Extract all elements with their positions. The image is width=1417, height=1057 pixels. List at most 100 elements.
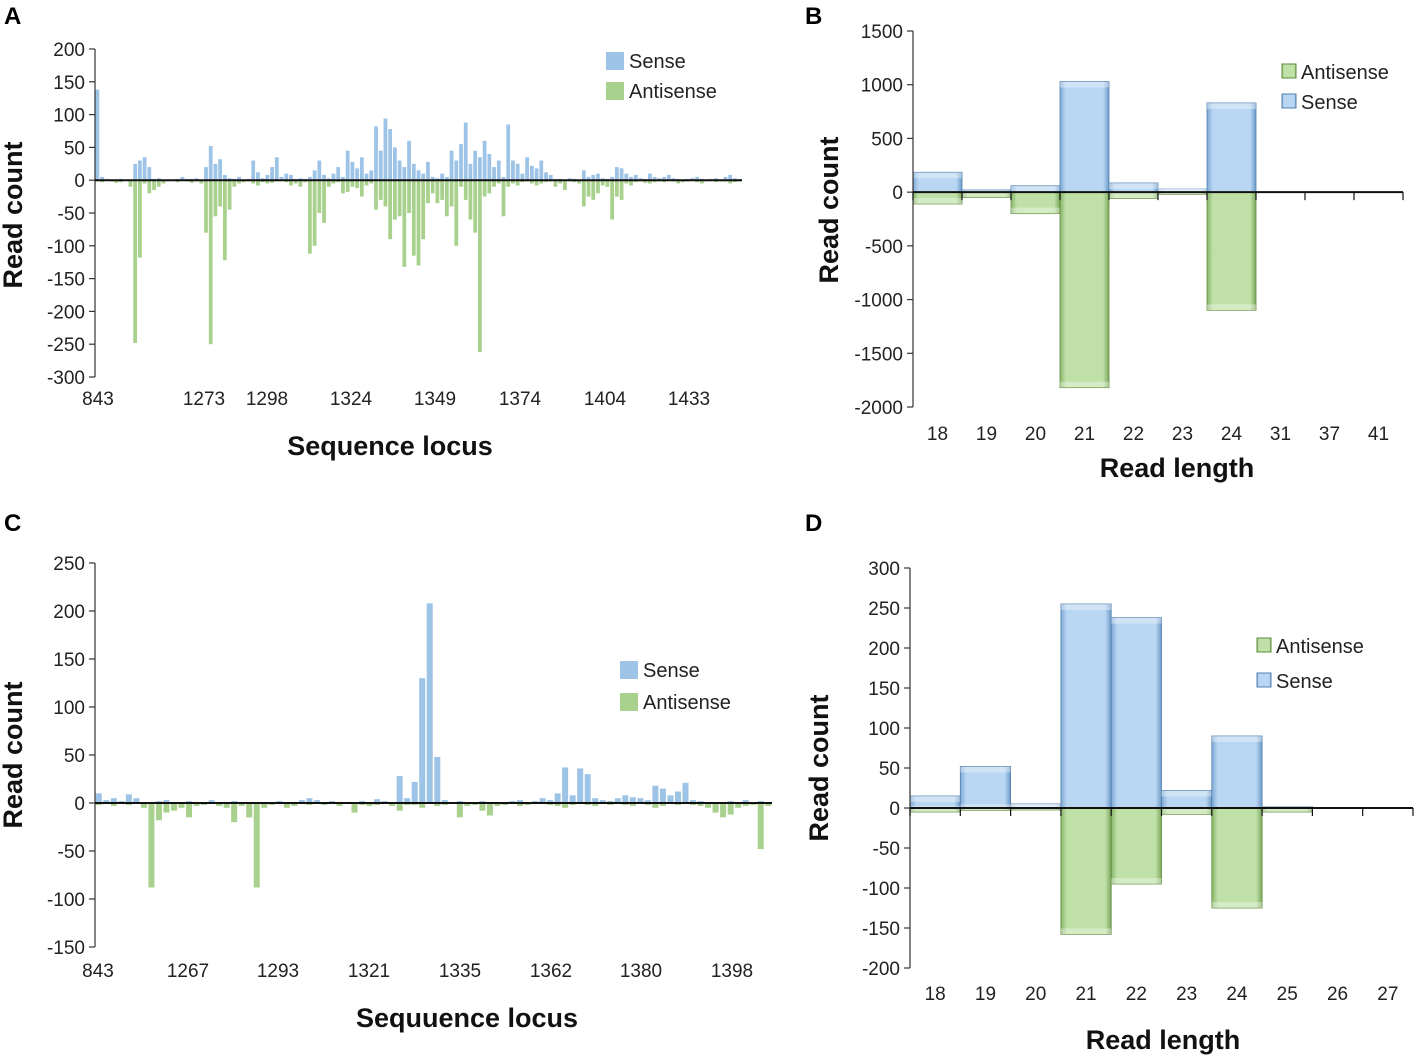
antisense-bar xyxy=(1206,191,1257,311)
y-tick-label: 50 xyxy=(64,746,85,767)
sense-bar xyxy=(690,800,697,803)
sense-bar xyxy=(624,173,629,181)
sense-bar xyxy=(584,774,591,803)
sense-bar xyxy=(125,794,132,803)
antisense-bar xyxy=(473,180,478,233)
antisense-bar-bevel xyxy=(1211,902,1263,908)
antisense-bar xyxy=(676,180,681,184)
sense-bar xyxy=(652,176,657,181)
sense-bar xyxy=(478,157,482,181)
antisense-bar xyxy=(246,803,253,818)
panel-b-legend: Antisense Sense xyxy=(1281,62,1389,114)
sense-bar xyxy=(103,800,110,803)
sense-bar xyxy=(614,167,619,181)
sense-bar xyxy=(544,172,548,181)
antisense-bar xyxy=(464,803,471,806)
antisense-bar xyxy=(506,180,511,187)
sense-bar xyxy=(374,126,378,181)
sense-bar xyxy=(637,798,644,803)
antisense-bar xyxy=(383,180,388,207)
antisense-bar xyxy=(440,180,445,200)
sense-bar xyxy=(359,157,364,181)
panel-c: C 250 200 150 100 50 0 -50 -100 -150 843 1267 1293… xyxy=(0,510,772,1033)
antisense-bar xyxy=(227,180,232,210)
antisense-bar xyxy=(421,180,426,240)
x-tick-label: 1324 xyxy=(330,389,373,410)
sense-bar xyxy=(516,800,524,803)
panel-d-legend: Antisense Sense xyxy=(1256,636,1364,693)
sense-bar xyxy=(322,174,326,181)
y-tick-label: 100 xyxy=(53,106,85,127)
sense-bar xyxy=(289,174,293,181)
antisense-bar xyxy=(322,180,326,223)
sense-bar xyxy=(520,173,525,181)
antisense-bar xyxy=(765,803,772,806)
antisense-bar xyxy=(374,180,378,210)
sense-bar xyxy=(515,163,520,181)
y-tick-label: 200 xyxy=(868,639,900,660)
antisense-bar xyxy=(563,180,567,191)
y-tick-label: 0 xyxy=(892,183,903,204)
sense-bar xyxy=(659,788,666,803)
panel-b-x-title: Read length xyxy=(1100,453,1255,483)
antisense-bar xyxy=(222,180,227,261)
antisense-bar-bevel xyxy=(913,197,962,204)
y-tick-label: -150 xyxy=(47,270,85,291)
x-tick-label: 23 xyxy=(1176,984,1197,1005)
x-tick-label: 18 xyxy=(927,424,948,445)
sense-bar xyxy=(163,800,170,803)
antisense-bar xyxy=(478,180,482,353)
sense-bar xyxy=(100,176,104,181)
y-tick-label: 100 xyxy=(53,698,85,719)
antisense-bar xyxy=(397,180,402,217)
antisense-bar xyxy=(534,180,539,186)
sense-bar xyxy=(416,170,421,181)
sense-bar xyxy=(667,795,674,803)
sense-bar xyxy=(265,174,270,181)
panel-c-legend: Sense Antisense xyxy=(620,660,731,714)
antisense-bar xyxy=(351,803,358,813)
antisense-bar xyxy=(237,180,241,184)
antisense-bar xyxy=(468,180,473,220)
antisense-bar-bevel xyxy=(1011,207,1060,214)
antisense-bar xyxy=(186,803,193,818)
antisense-bar xyxy=(199,180,204,184)
x-tick-label: 24 xyxy=(1226,984,1248,1005)
sense-bar xyxy=(336,167,341,181)
antisense-bar xyxy=(648,180,652,184)
sense-bar xyxy=(392,147,397,181)
sense-bar xyxy=(592,798,599,803)
sense-bar xyxy=(419,678,426,803)
antisense-bar xyxy=(624,180,629,184)
antisense-bar xyxy=(554,803,561,806)
legend-label-antisense: Antisense xyxy=(629,81,717,103)
sense-bar xyxy=(463,122,468,181)
panel-b-label: B xyxy=(805,3,822,30)
panel-c-label: C xyxy=(4,510,21,537)
panel-d-x-axis: 18 19 20 21 22 23 24 25 26 27 xyxy=(909,807,1414,1005)
sense-bar xyxy=(404,798,411,803)
antisense-bar xyxy=(407,180,411,213)
antisense-bar xyxy=(516,803,524,806)
sense-bar-bevel xyxy=(1207,102,1256,109)
sense-bar xyxy=(444,176,449,181)
x-tick-label: 1298 xyxy=(246,389,288,410)
antisense-bar xyxy=(629,180,633,186)
sense-bar xyxy=(529,165,534,181)
antisense-bar xyxy=(592,803,599,806)
sense-bar xyxy=(180,176,185,181)
panel-d-y-title: Read count xyxy=(804,694,834,841)
y-tick-label: 50 xyxy=(879,759,900,780)
antisense-bar xyxy=(155,803,162,821)
sense-bar xyxy=(147,167,152,181)
antisense-bar xyxy=(728,180,733,184)
antisense-bar xyxy=(223,803,230,808)
sense-bar xyxy=(525,157,530,181)
y-tick-label: -300 xyxy=(47,368,85,389)
antisense-bar xyxy=(454,180,459,246)
sense-bar xyxy=(204,167,208,181)
y-tick-label: 50 xyxy=(64,138,85,159)
sense-bar-bevel xyxy=(960,766,1011,773)
antisense-bar xyxy=(705,803,712,808)
